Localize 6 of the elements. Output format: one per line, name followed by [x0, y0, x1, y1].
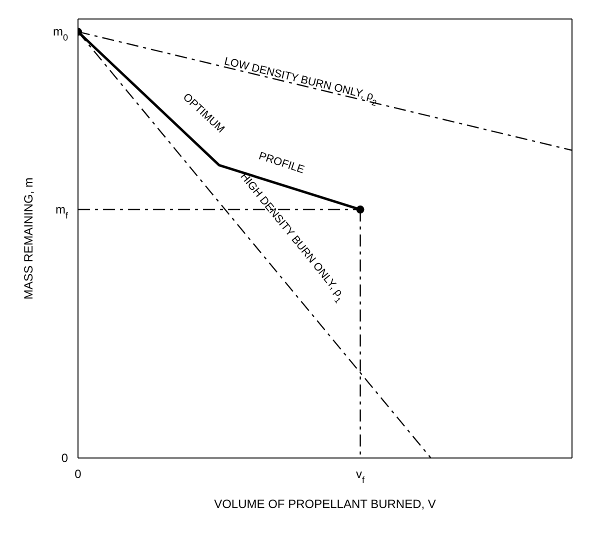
- x-tick-label: v$_{f}$: [356, 467, 366, 485]
- y-axis-title: MASS REMAINING, m: [21, 177, 36, 300]
- x-axis-title: VOLUME OF PROPELLANT BURNED, V: [214, 497, 436, 511]
- text: m$_{0}$: [52, 24, 68, 43]
- text: 0: [61, 451, 68, 465]
- text: m$_{f}$: [55, 202, 68, 221]
